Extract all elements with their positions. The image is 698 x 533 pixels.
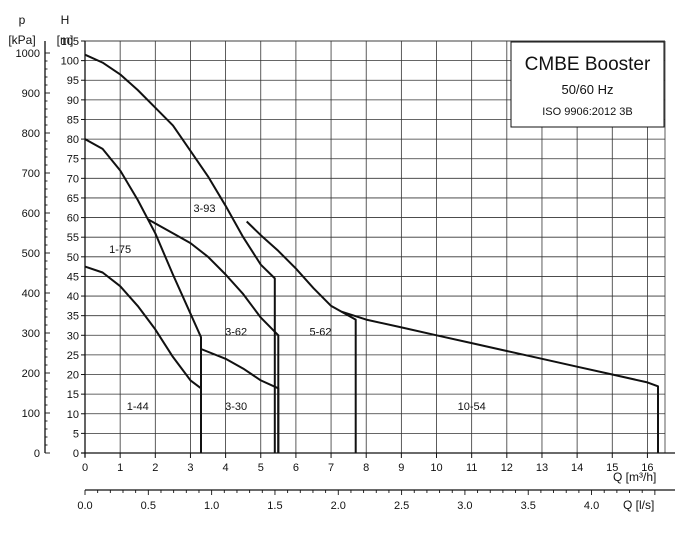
pressure-tick-label: 100 [22,408,40,420]
flow-m3h-tick-label: 12 [501,462,513,474]
flow-m3h-tick-label: 5 [258,462,264,474]
head-tick-label: 65 [67,193,79,205]
head-axis-unit: [m] [57,33,74,47]
chart-subtitle: 50/60 Hz [561,82,613,97]
flow-m3h-tick-label: 3 [187,462,193,474]
head-tick-label: 95 [67,75,79,87]
flow-ls-tick-label: 3.0 [457,500,472,512]
flow-ls-tick-label: 1.5 [267,500,282,512]
flow-m3h-tick-label: 4 [223,462,229,474]
flow-ls-tick-label: 4.0 [584,500,599,512]
head-tick-label: 50 [67,252,79,264]
chart-standard: ISO 9906:2012 3B [542,106,633,118]
flow-m3h-tick-label: 9 [398,462,404,474]
head-tick-label: 15 [67,389,79,401]
pressure-tick-label: 300 [22,328,40,340]
head-tick-label: 40 [67,291,79,303]
flow-m3h-tick-label: 2 [152,462,158,474]
flow-m3h-axis-label: Q [m³/h] [613,470,656,484]
flow-ls-tick-label: 0.0 [77,500,92,512]
pressure-tick-label: 900 [22,88,40,100]
head-tick-label: 0 [73,448,79,460]
series-label-3-93: 3-93 [193,203,215,215]
legend-frame [510,41,665,128]
head-axis-name: H [61,13,70,27]
head-tick-label: 100 [61,56,79,68]
pressure-tick-label: 0 [34,448,40,460]
series-curves [84,53,659,453]
head-tick-label: 30 [67,330,79,342]
head-tick-label: 10 [67,409,79,421]
series-label-1-44: 1-44 [127,401,149,413]
flow-m3h-tick-label: 7 [328,462,334,474]
series-label-3-30: 3-30 [225,401,247,413]
flow-m3h-tick-label: 13 [536,462,548,474]
flow-ls-tick-label: 2.5 [394,500,409,512]
series-curve-10-54 [341,310,659,453]
head-tick-label: 75 [67,154,79,166]
flow-m3h-tick-label: 0 [82,462,88,474]
head-tick-label: 70 [67,173,79,185]
pressure-tick-label: 700 [22,168,40,180]
flow-m3h-tick-label: 6 [293,462,299,474]
pressure-axis-name: p [19,13,26,27]
flow-ls-tick-label: 1.0 [204,500,219,512]
flow-m3h-tick-label: 11 [466,462,477,474]
head-tick-label: 55 [67,232,79,244]
head-tick-label: 45 [67,271,79,283]
head-tick-label: 85 [67,114,79,126]
series-curve-5-62 [246,220,357,453]
axes: 0510152025303540455055606570758085909510… [16,36,675,512]
head-tick-label: 60 [67,213,79,225]
series-curve-1-75 [84,138,202,453]
flow-m3h-tick-label: 14 [571,462,583,474]
head-tick-label: 5 [73,428,79,440]
head-tick-label: 90 [67,95,79,107]
pressure-tick-label: 200 [22,368,40,380]
pressure-axis-unit: [kPa] [8,33,35,47]
head-tick-label: 25 [67,350,79,362]
curve-labels: 1-44 1-75 3-30 3-62 3-93 5-62 10-54 [109,203,486,413]
pressure-tick-label: 1000 [16,48,40,60]
series-curve-3-93 [84,53,276,453]
flow-m3h-tick-label: 10 [430,462,442,474]
head-tick-label: 80 [67,134,79,146]
flow-m3h-tick-label: 8 [363,462,369,474]
flow-m3h-tick-label: 15 [606,462,618,474]
head-tick-label: 105 [61,36,79,48]
head-tick-label: 20 [67,370,79,382]
head-tick-label: 35 [67,311,79,323]
flow-ls-axis-label: Q [l/s] [623,498,654,512]
pressure-tick-label: 600 [22,208,40,220]
chart-title: CMBE Booster [525,54,651,75]
pressure-tick-label: 400 [22,288,40,300]
flow-m3h-tick-label: 1 [117,462,123,474]
flow-ls-tick-label: 2.0 [331,500,346,512]
series-label-3-62: 3-62 [225,326,247,338]
pressure-tick-label: 500 [22,248,40,260]
flow-ls-tick-label: 0.5 [141,500,156,512]
series-curve-1-44 [84,265,202,390]
flow-m3h-tick-label: 16 [641,462,653,474]
series-label-5-62: 5-62 [309,326,331,338]
series-label-10-54: 10-54 [458,401,486,413]
pressure-tick-label: 800 [22,128,40,140]
series-label-1-75: 1-75 [109,244,131,256]
series-curve-3-62 [147,218,280,453]
flow-ls-tick-label: 3.5 [521,500,536,512]
legend-box: CMBE Booster 50/60 Hz ISO 9906:2012 3B [510,41,665,128]
